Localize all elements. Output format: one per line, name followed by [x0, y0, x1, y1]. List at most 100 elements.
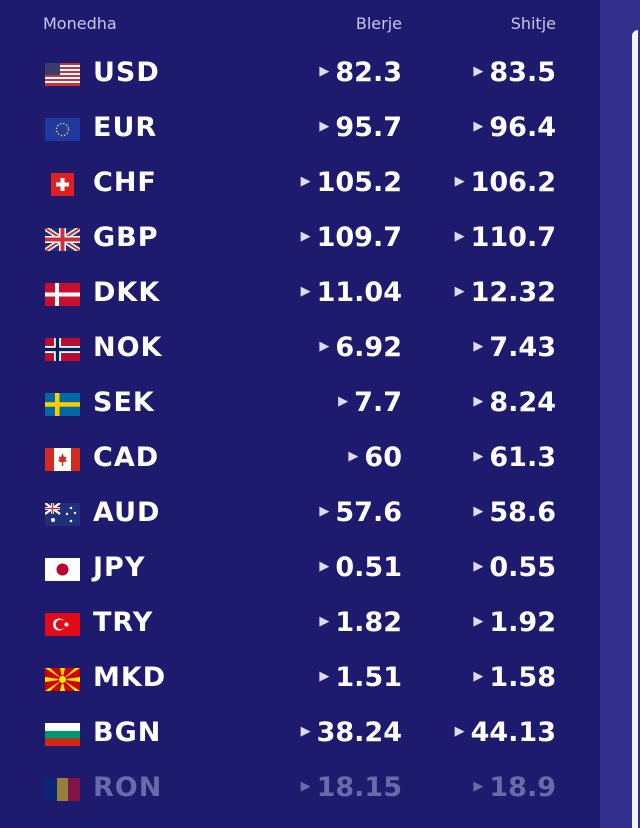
sell-rate: ▶ 83.5: [473, 57, 556, 88]
table-row-gbp: GBP ▶ 109.7 ▶ 110.7: [0, 212, 600, 267]
arrow-icon: ▶: [319, 504, 330, 519]
currency-table: Monedha Blerje Shitje USD ▶ 82.3 ▶ 83.5 EU…: [0, 0, 600, 828]
sell-rate: ▶ 1.92: [473, 607, 556, 638]
sell-rate: ▶ 96.4: [473, 112, 556, 143]
table-row-try: TRY ▶ 1.82 ▶ 1.92: [0, 597, 600, 652]
buy-rate: ▶ 82.3: [319, 57, 402, 88]
table-row-cad: CAD ▶ 60 ▶ 61.3: [0, 432, 600, 487]
arrow-icon: ▶: [300, 724, 311, 739]
arrow-icon: ▶: [319, 339, 330, 354]
sell-rate: ▶ 0.55: [473, 552, 556, 583]
currency-code: EUR: [93, 112, 158, 143]
buy-rate: ▶ 105.2: [300, 167, 402, 198]
table-row-usd: USD ▶ 82.3 ▶ 83.5: [0, 47, 600, 102]
table-row-nok: NOK ▶ 6.92 ▶ 7.43: [0, 322, 600, 377]
currency-code: SEK: [93, 387, 155, 418]
table-row-sek: SEK ▶ 7.7 ▶ 8.24: [0, 377, 600, 432]
ch-flag-icon: [45, 173, 80, 196]
sell-rate: ▶ 18.9: [473, 772, 556, 803]
currency-code: AUD: [93, 497, 161, 528]
arrow-icon: ▶: [473, 339, 484, 354]
currency-code: GBP: [93, 222, 159, 253]
scroll-edge: [632, 30, 638, 828]
buy-rate: ▶ 0.51: [319, 552, 402, 583]
table-row-bgn: BGN ▶ 38.24 ▶ 44.13: [0, 707, 600, 762]
arrow-icon: ▶: [473, 449, 484, 464]
buy-rate: ▶ 1.82: [319, 607, 402, 638]
buy-rate: ▶ 11.04: [300, 277, 402, 308]
us-flag-icon: [45, 63, 80, 86]
arrow-icon: ▶: [319, 669, 330, 684]
table-row-ron: RON ▶ 18.15 ▶ 18.9: [0, 762, 600, 817]
arrow-icon: ▶: [473, 779, 484, 794]
dk-flag-icon: [45, 283, 80, 306]
header-currency: Monedha: [43, 14, 117, 33]
sell-rate: ▶ 61.3: [473, 442, 556, 473]
eu-flag-icon: [45, 118, 80, 141]
arrow-icon: ▶: [473, 394, 484, 409]
buy-rate: ▶ 38.24: [300, 717, 402, 748]
arrow-icon: ▶: [454, 724, 465, 739]
currency-code: MKD: [93, 662, 167, 693]
mk-flag-icon: [45, 668, 80, 691]
bg-flag-icon: [45, 723, 80, 746]
currency-code: CAD: [93, 442, 160, 473]
header-buy: Blerje: [355, 14, 402, 33]
table-header: Monedha Blerje Shitje: [0, 0, 600, 46]
currency-code: DKK: [93, 277, 161, 308]
sell-rate: ▶ 7.43: [473, 332, 556, 363]
buy-rate: ▶ 60: [348, 442, 402, 473]
table-row-jpy: JPY ▶ 0.51 ▶ 0.55: [0, 542, 600, 597]
arrow-icon: ▶: [300, 779, 311, 794]
buy-rate: ▶ 7.7: [338, 387, 402, 418]
buy-rate: ▶ 109.7: [300, 222, 402, 253]
arrow-icon: ▶: [300, 284, 311, 299]
tr-flag-icon: [45, 613, 80, 636]
table-row-dkk: DKK ▶ 11.04 ▶ 12.32: [0, 267, 600, 322]
sell-rate: ▶ 1.58: [473, 662, 556, 693]
buy-rate: ▶ 1.51: [319, 662, 402, 693]
currency-code: RON: [93, 772, 163, 803]
arrow-icon: ▶: [319, 119, 330, 134]
arrow-icon: ▶: [338, 394, 349, 409]
sell-rate: ▶ 12.32: [454, 277, 556, 308]
arrow-icon: ▶: [473, 119, 484, 134]
arrow-icon: ▶: [300, 174, 311, 189]
sell-rate: ▶ 58.6: [473, 497, 556, 528]
currency-code: JPY: [93, 552, 146, 583]
buy-rate: ▶ 57.6: [319, 497, 402, 528]
currency-code: BGN: [93, 717, 162, 748]
sell-rate: ▶ 106.2: [454, 167, 556, 198]
arrow-icon: ▶: [473, 614, 484, 629]
arrow-icon: ▶: [473, 504, 484, 519]
se-flag-icon: [45, 393, 80, 416]
arrow-icon: ▶: [300, 229, 311, 244]
buy-rate: ▶ 6.92: [319, 332, 402, 363]
currency-code: CHF: [93, 167, 157, 198]
currency-code: TRY: [93, 607, 154, 638]
arrow-icon: ▶: [473, 669, 484, 684]
arrow-icon: ▶: [454, 284, 465, 299]
arrow-icon: ▶: [473, 559, 484, 574]
sell-rate: ▶ 8.24: [473, 387, 556, 418]
table-row-eur: EUR ▶ 95.7 ▶ 96.4: [0, 102, 600, 157]
table-row-aud: AUD ▶ 57.6 ▶ 58.6: [0, 487, 600, 542]
arrow-icon: ▶: [319, 559, 330, 574]
sell-rate: ▶ 44.13: [454, 717, 556, 748]
buy-rate: ▶ 95.7: [319, 112, 402, 143]
ca-flag-icon: [45, 448, 80, 471]
header-sell: Shitje: [510, 14, 556, 33]
arrow-icon: ▶: [319, 64, 330, 79]
table-row-mkd: MKD ▶ 1.51 ▶ 1.58: [0, 652, 600, 707]
sell-rate: ▶ 110.7: [454, 222, 556, 253]
arrow-icon: ▶: [473, 64, 484, 79]
jp-flag-icon: [45, 558, 80, 581]
ro-flag-icon: [45, 778, 80, 801]
buy-rate: ▶ 18.15: [300, 772, 402, 803]
arrow-icon: ▶: [348, 449, 359, 464]
currency-code: NOK: [93, 332, 163, 363]
currency-code: USD: [93, 57, 160, 88]
table-row-chf: CHF ▶ 105.2 ▶ 106.2: [0, 157, 600, 212]
au-flag-icon: [45, 503, 80, 526]
arrow-icon: ▶: [454, 174, 465, 189]
